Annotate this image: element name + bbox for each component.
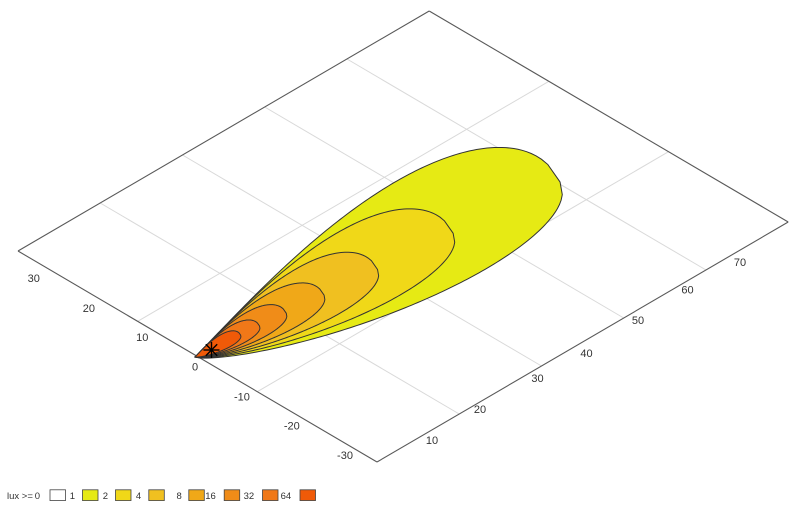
svg-text:2: 2 [103, 491, 108, 502]
svg-text:30: 30 [28, 273, 40, 285]
svg-text:-30: -30 [337, 450, 353, 462]
svg-text:1: 1 [70, 491, 75, 502]
svg-text:70: 70 [734, 257, 746, 269]
svg-text:-20: -20 [284, 421, 300, 433]
svg-text:8: 8 [177, 491, 182, 502]
svg-text:0: 0 [192, 362, 198, 374]
svg-text:10: 10 [136, 332, 148, 344]
svg-text:32: 32 [244, 491, 255, 502]
svg-text:64: 64 [281, 491, 292, 502]
svg-text:16: 16 [205, 491, 216, 502]
svg-text:40: 40 [580, 348, 592, 360]
svg-text:4: 4 [136, 491, 141, 502]
svg-text:20: 20 [83, 303, 95, 315]
svg-text:lux >=: lux >= [7, 491, 33, 502]
svg-text:50: 50 [632, 315, 644, 327]
svg-text:10: 10 [426, 435, 438, 447]
svg-text:-10: -10 [234, 392, 250, 404]
svg-text:30: 30 [531, 373, 543, 385]
svg-text:20: 20 [474, 404, 486, 416]
svg-text:60: 60 [681, 285, 693, 297]
svg-text:0: 0 [35, 491, 40, 502]
